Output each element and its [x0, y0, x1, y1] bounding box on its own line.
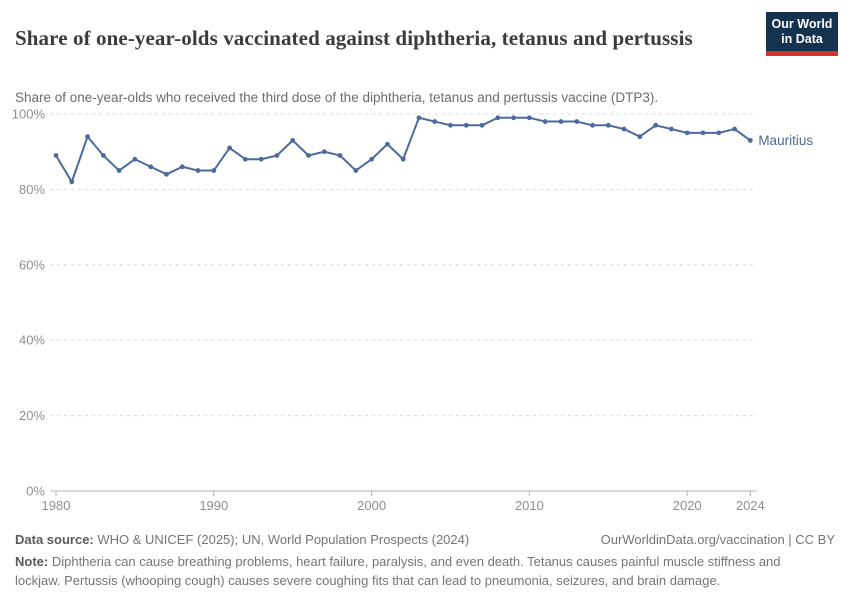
data-point-1992: [242, 156, 248, 162]
entity-label: Mauritius: [758, 133, 813, 148]
data-point-2020: [684, 130, 690, 136]
owid-logo-line1: Our World: [771, 17, 833, 31]
trend-line: [55, 116, 752, 183]
data-point-2006: [463, 122, 469, 128]
y-tick-label: 80%: [19, 182, 45, 197]
data-point-1996: [306, 153, 311, 158]
data-point-1994: [274, 153, 280, 158]
x-tick-label: 1980: [42, 498, 71, 513]
footer-note: Note: Diphtheria can cause breathing pro…: [15, 553, 810, 591]
data-point-2014: [590, 122, 595, 128]
data-point-2019: [669, 126, 674, 132]
data-point-1987: [164, 171, 169, 177]
data-point-2001: [384, 141, 390, 147]
data-point-2002: [400, 156, 406, 162]
data-point-2018: [653, 122, 659, 128]
x-tick-label: 2000: [357, 498, 386, 513]
data-point-2004: [432, 119, 438, 124]
data-point-2010: [527, 115, 532, 121]
data-point-1993: [258, 156, 264, 162]
data-point-1989: [195, 168, 201, 173]
datasource-text: WHO & UNICEF (2025); UN, World Populatio…: [93, 532, 470, 547]
data-point-1999: [353, 168, 359, 173]
data-point-2016: [621, 126, 627, 132]
footer-datasource-row: Data source: WHO & UNICEF (2025); UN, Wo…: [15, 532, 835, 547]
data-point-2011: [542, 119, 548, 124]
x-tick-label: 2020: [673, 498, 702, 513]
data-point-2005: [448, 122, 453, 128]
data-point-1990: [211, 168, 217, 173]
x-tick-label: 1990: [199, 498, 228, 513]
data-point-2008: [495, 115, 501, 121]
data-point-1981: [69, 179, 75, 185]
owid-logo[interactable]: Our World in Data: [766, 12, 838, 56]
data-point-1988: [179, 164, 185, 170]
data-point-1986: [148, 164, 154, 170]
page-title: Share of one-year-olds vaccinated agains…: [15, 26, 693, 51]
data-point-1995: [290, 137, 296, 143]
data-point-1991: [227, 145, 232, 151]
data-point-2009: [511, 115, 517, 121]
y-tick-label: 60%: [19, 257, 45, 272]
y-tick-label: 100%: [12, 107, 46, 122]
data-point-1985: [132, 156, 138, 162]
data-point-1998: [337, 153, 343, 158]
y-tick-label: 0%: [26, 484, 45, 499]
data-point-2024: [747, 137, 753, 143]
data-point-2023: [732, 126, 737, 132]
data-point-2013: [574, 119, 580, 124]
note-label: Note:: [15, 554, 49, 569]
data-point-2017: [637, 134, 643, 140]
data-point-2007: [479, 122, 485, 128]
data-point-1984: [116, 168, 122, 173]
data-point-1983: [100, 153, 106, 158]
page-subtitle: Share of one-year-olds who received the …: [15, 89, 659, 105]
data-point-2022: [716, 130, 722, 136]
data-point-1982: [85, 134, 90, 140]
x-tick-label: 2010: [515, 498, 544, 513]
license-link[interactable]: OurWorldinData.org/vaccination | CC BY: [600, 532, 835, 547]
data-point-2003: [416, 115, 422, 121]
datasource-label: Data source:: [15, 532, 94, 547]
y-tick-label: 40%: [19, 333, 45, 348]
y-tick-label: 20%: [19, 408, 45, 423]
data-point-2012: [558, 119, 564, 124]
data-point-1997: [321, 149, 327, 155]
data-point-1980: [53, 153, 59, 158]
data-point-2021: [700, 130, 706, 136]
note-text: Diphtheria can cause breathing problems,…: [15, 554, 781, 588]
x-tick-label: 2024: [736, 498, 765, 513]
owid-logo-line2: in Data: [781, 32, 823, 46]
data-point-2015: [605, 122, 611, 128]
data-point-2000: [369, 156, 374, 162]
